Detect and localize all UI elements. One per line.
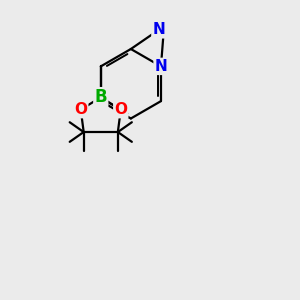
Text: N: N	[152, 22, 165, 37]
Text: N: N	[154, 59, 167, 74]
Text: O: O	[74, 102, 87, 117]
Text: B: B	[94, 88, 107, 106]
Text: O: O	[114, 102, 127, 117]
